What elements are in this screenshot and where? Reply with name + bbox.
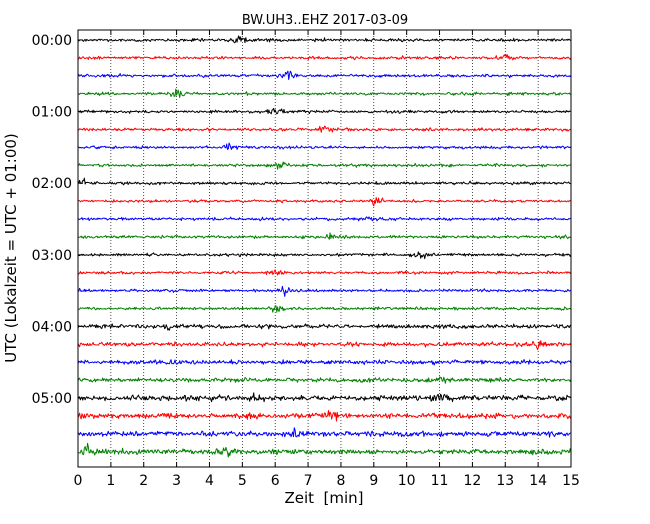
x-tick-label: 15 xyxy=(562,473,580,489)
x-tick-label: 13 xyxy=(496,473,514,489)
x-tick-label: 1 xyxy=(106,473,115,489)
plot-frame xyxy=(77,29,572,468)
seismic-trace xyxy=(77,53,572,61)
seismic-trace xyxy=(77,232,572,240)
seismic-trace xyxy=(77,197,572,207)
x-axis-label: Zeit [min] xyxy=(284,489,363,507)
seismic-trace xyxy=(77,70,572,81)
seismic-trace xyxy=(77,442,572,458)
seismic-trace xyxy=(77,269,572,276)
y-tick-label: 01:00 xyxy=(32,105,72,121)
y-tick-label: 00:00 xyxy=(32,33,72,49)
seismic-trace xyxy=(77,323,572,331)
x-tick-label: 4 xyxy=(205,473,214,489)
x-tick-label: 5 xyxy=(238,473,247,489)
seismic-trace xyxy=(77,88,571,98)
y-axis: 00:00 01:00 02:00 03:00 04:00 05:00 xyxy=(32,33,83,407)
x-tick-label: 6 xyxy=(271,473,280,489)
seismic-trace xyxy=(77,340,572,351)
x-tick-label: 3 xyxy=(172,473,181,489)
x-tick-label: 12 xyxy=(463,473,481,489)
x-tick-label: 0 xyxy=(74,473,83,489)
seismic-trace xyxy=(77,305,572,313)
x-tick-label: 10 xyxy=(398,473,416,489)
trace-group xyxy=(77,35,572,458)
seismic-trace xyxy=(77,216,572,222)
seismic-trace xyxy=(77,410,572,422)
x-tick-label: 11 xyxy=(431,473,449,489)
seismic-trace xyxy=(77,392,572,403)
y-axis-label: UTC (Lokalzeit = UTC + 01:00) xyxy=(2,133,20,363)
y-tick-label: 02:00 xyxy=(32,176,72,192)
x-tick-label: 9 xyxy=(369,473,378,489)
chart-title: BW.UH3..EHZ 2017-03-09 xyxy=(242,13,408,28)
seismic-trace xyxy=(77,359,572,366)
grid-lines xyxy=(110,30,539,467)
seismic-trace xyxy=(77,161,572,170)
seismic-trace xyxy=(77,427,572,438)
seismic-trace xyxy=(77,107,572,115)
y-tick-label: 03:00 xyxy=(32,248,72,264)
y-tick-label: 05:00 xyxy=(32,391,72,407)
x-axis: 0 1 2 3 4 5 6 7 8 9 10 11 12 13 14 15 xyxy=(74,30,580,489)
x-tick-label: 8 xyxy=(336,473,345,489)
seismic-trace xyxy=(77,142,572,150)
seismic-trace xyxy=(77,285,572,297)
seismic-trace xyxy=(77,376,572,384)
seismic-trace xyxy=(77,251,572,260)
x-tick-label: 2 xyxy=(139,473,148,489)
x-tick-label: 7 xyxy=(304,473,313,489)
seismic-trace xyxy=(77,125,572,133)
seismic-trace xyxy=(77,177,572,186)
y-tick-label: 04:00 xyxy=(32,319,72,335)
x-tick-label: 14 xyxy=(529,473,547,489)
seismic-trace xyxy=(77,35,572,44)
